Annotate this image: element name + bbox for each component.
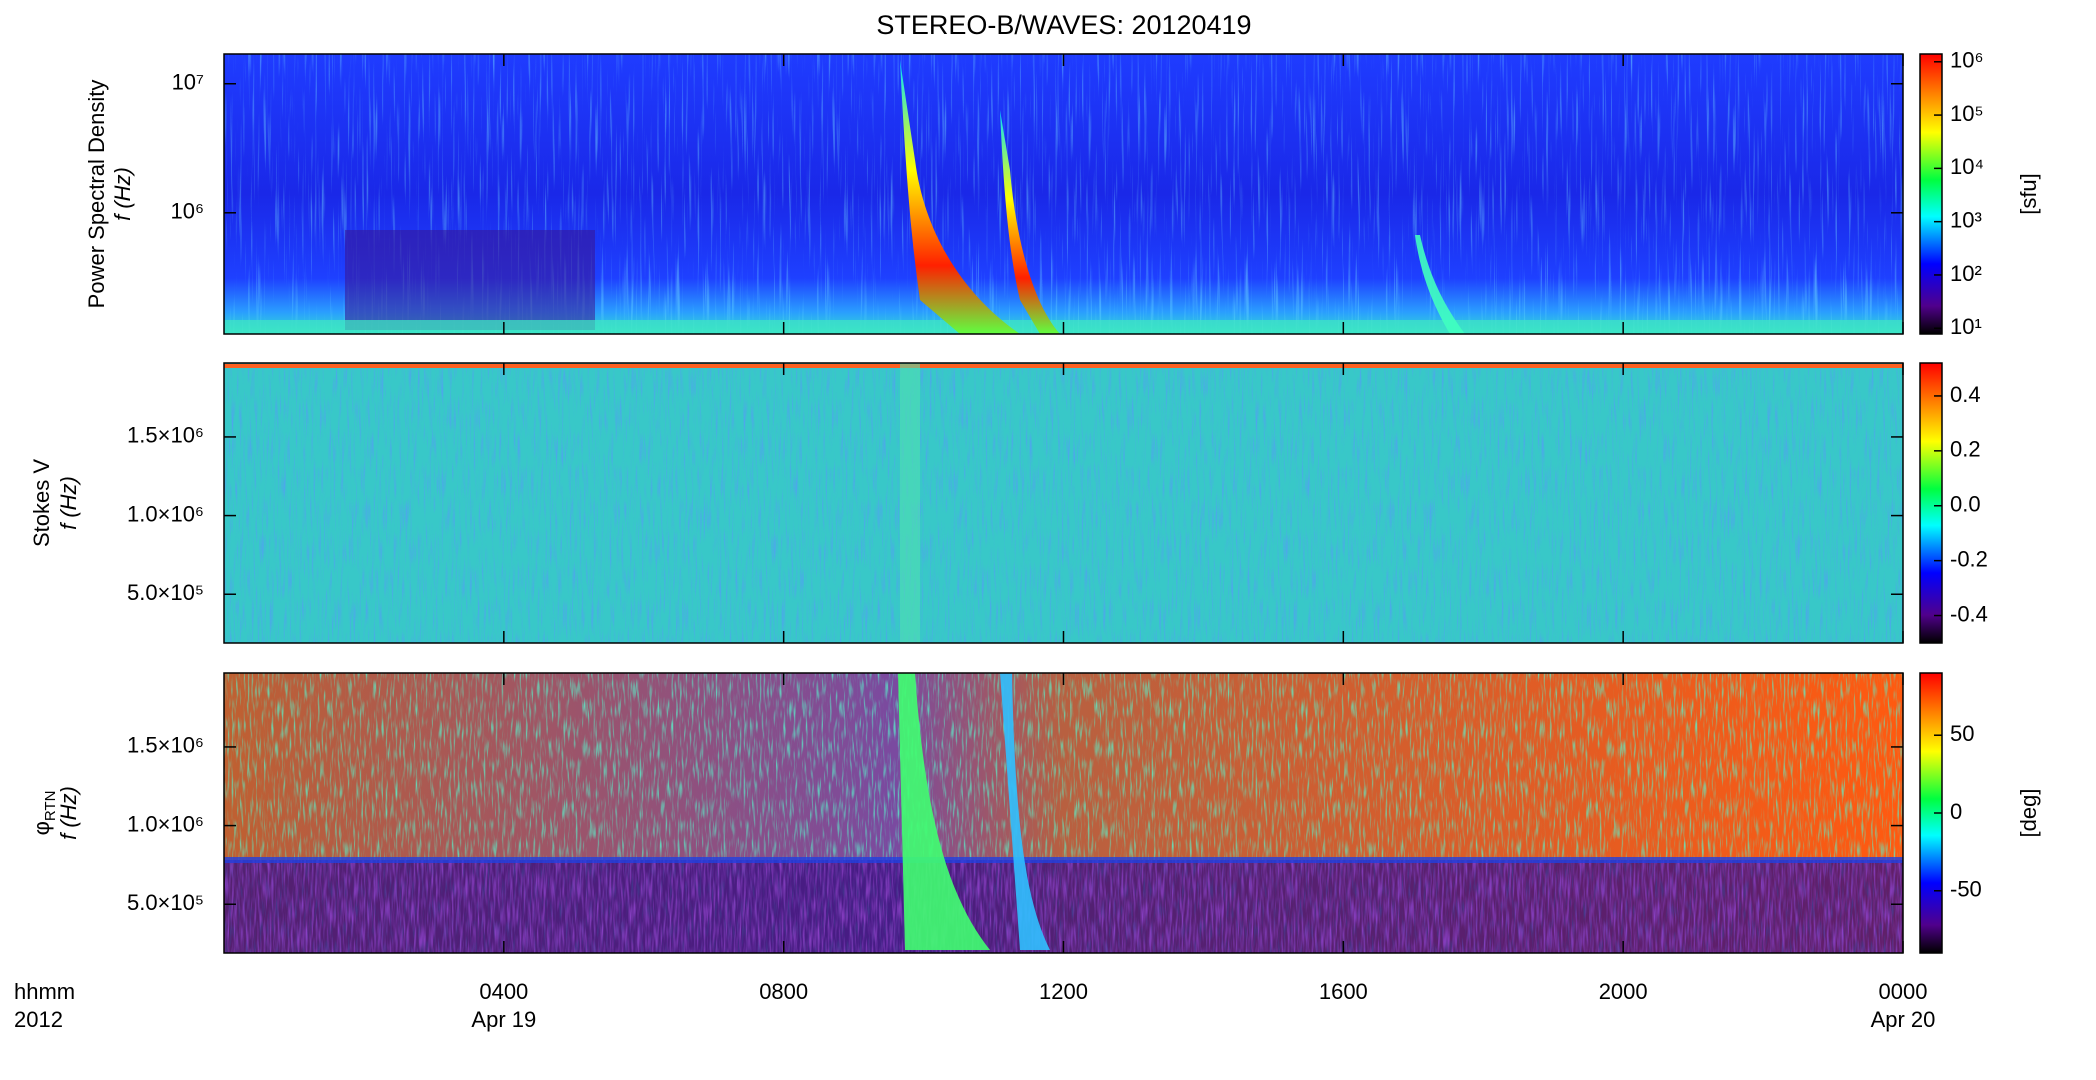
colorbar: [1919, 362, 1943, 644]
colorbar-tick-label: 10⁶: [1950, 48, 1984, 73]
colorbar-tick-label: 0.2: [1950, 437, 1981, 462]
colorbar-tick-label: 10¹: [1950, 314, 1982, 339]
y-axis-label: f (Hz): [56, 476, 81, 530]
colorbar-tick-label: 10⁵: [1950, 101, 1984, 126]
y-tick-label: 1.5×10⁶: [127, 423, 204, 448]
y-tick-label: 1.0×10⁶: [127, 811, 204, 836]
colorbar-label: [sfu]: [2016, 173, 2041, 215]
colorbar-label: [deg]: [2016, 789, 2041, 838]
colorbar-tick-label: 0.4: [1950, 382, 1981, 407]
colorbar-tick-label: 10³: [1950, 207, 1982, 232]
quantity: Power Spectral Density: [84, 80, 109, 309]
y-tick-label: 5.0×10⁵: [127, 890, 204, 915]
y-axis-label: Stokes V: [29, 459, 54, 547]
spectrogram-image: [223, 362, 1904, 644]
colorbar-tick-label: 0.0: [1950, 492, 1981, 517]
chart-title: STEREO-B/WAVES: 20120419: [876, 10, 1251, 40]
colorbar: [1919, 53, 1943, 335]
spectrogram-image: [223, 53, 1904, 335]
y-tick-label: 5.0×10⁵: [127, 580, 204, 605]
quantity-subscript: RTN: [42, 791, 59, 822]
y-tick-label: 10⁶: [170, 199, 204, 224]
x-tick-label: 0400: [479, 979, 528, 1004]
x-tick-label: 1200: [1039, 979, 1088, 1004]
colorbar-tick-label: -0.4: [1950, 601, 1988, 626]
x-tick-label: 2000: [1599, 979, 1648, 1004]
y-tick-label: 1.5×10⁶: [127, 733, 204, 758]
x-tick-label: 0000: [1879, 979, 1928, 1004]
x-tick-label: 1600: [1319, 979, 1368, 1004]
quantity: φ: [29, 821, 54, 835]
y-axis-label: Power Spectral Density: [84, 80, 109, 309]
y-tick-label: 1.0×10⁶: [127, 501, 204, 526]
y-tick-label: 10⁷: [172, 70, 204, 95]
y-axis-label: φRTN: [29, 791, 60, 836]
colorbar-tick-label: 50: [1950, 721, 1974, 746]
y-axis-label: f (Hz): [56, 786, 81, 840]
x-tick-label: 0800: [759, 979, 808, 1004]
year-label: 2012: [14, 1007, 63, 1032]
quantity: Stokes V: [29, 459, 54, 547]
colorbar-tick-label: 10⁴: [1950, 154, 1984, 179]
colorbar-tick-label: -50: [1950, 877, 1982, 902]
date-label: Apr 20: [1871, 1007, 1936, 1032]
x-axis-label: hhmm: [14, 979, 75, 1004]
spectrogram-image: [223, 672, 1904, 954]
y-axis-label: f (Hz): [110, 167, 135, 221]
date-label: Apr 19: [471, 1007, 536, 1032]
colorbar-tick-label: 0: [1950, 799, 1962, 824]
colorbar-tick-label: 10²: [1950, 261, 1982, 286]
colorbar-tick-label: -0.2: [1950, 546, 1988, 571]
